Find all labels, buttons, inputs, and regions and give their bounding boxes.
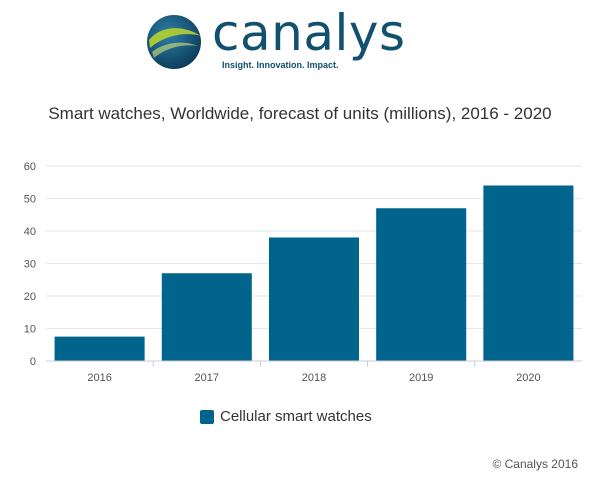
x-tick-label: 2020 <box>516 372 540 384</box>
bar-chart: 0 10 20 30 40 50 60 2016 2017 2018 2019 2020 <box>24 161 582 384</box>
y-axis-ticks: 0 10 20 30 40 50 60 <box>24 161 36 368</box>
globe-icon <box>147 15 201 69</box>
legend[interactable]: Cellular smart watches <box>200 408 372 425</box>
x-tick-label: 2017 <box>195 372 219 384</box>
bar-2016[interactable] <box>54 336 145 361</box>
bar-2020[interactable] <box>483 185 574 362</box>
y-tick-label: 20 <box>24 291 36 303</box>
legend-swatch <box>200 409 214 424</box>
y-tick-label: 0 <box>30 356 36 368</box>
brand-name: canalys <box>212 4 406 62</box>
bar-2018[interactable] <box>268 237 360 362</box>
brand-tagline: Insight. Innovation. Impact. <box>222 60 339 70</box>
legend-label: Cellular smart watches <box>220 408 372 425</box>
x-tick-label: 2018 <box>302 372 326 384</box>
bar-2019[interactable] <box>376 208 467 361</box>
canalys-logo: canalys Insight. Innovation. Impact. <box>146 4 416 76</box>
y-tick-label: 30 <box>24 259 36 271</box>
bars <box>54 185 574 362</box>
x-tick-label: 2016 <box>87 372 111 384</box>
x-axis-ticks: 2016 2017 2018 2019 2020 <box>87 361 541 384</box>
y-tick-label: 50 <box>24 194 36 206</box>
copyright: © Canalys 2016 <box>492 457 578 471</box>
chart-title: Smart watches, Worldwide, forecast of un… <box>48 104 552 123</box>
y-tick-label: 60 <box>24 161 36 173</box>
bar-2017[interactable] <box>161 273 252 361</box>
x-tick-label: 2019 <box>409 372 433 384</box>
y-tick-label: 40 <box>24 226 36 238</box>
y-tick-label: 10 <box>24 324 36 336</box>
